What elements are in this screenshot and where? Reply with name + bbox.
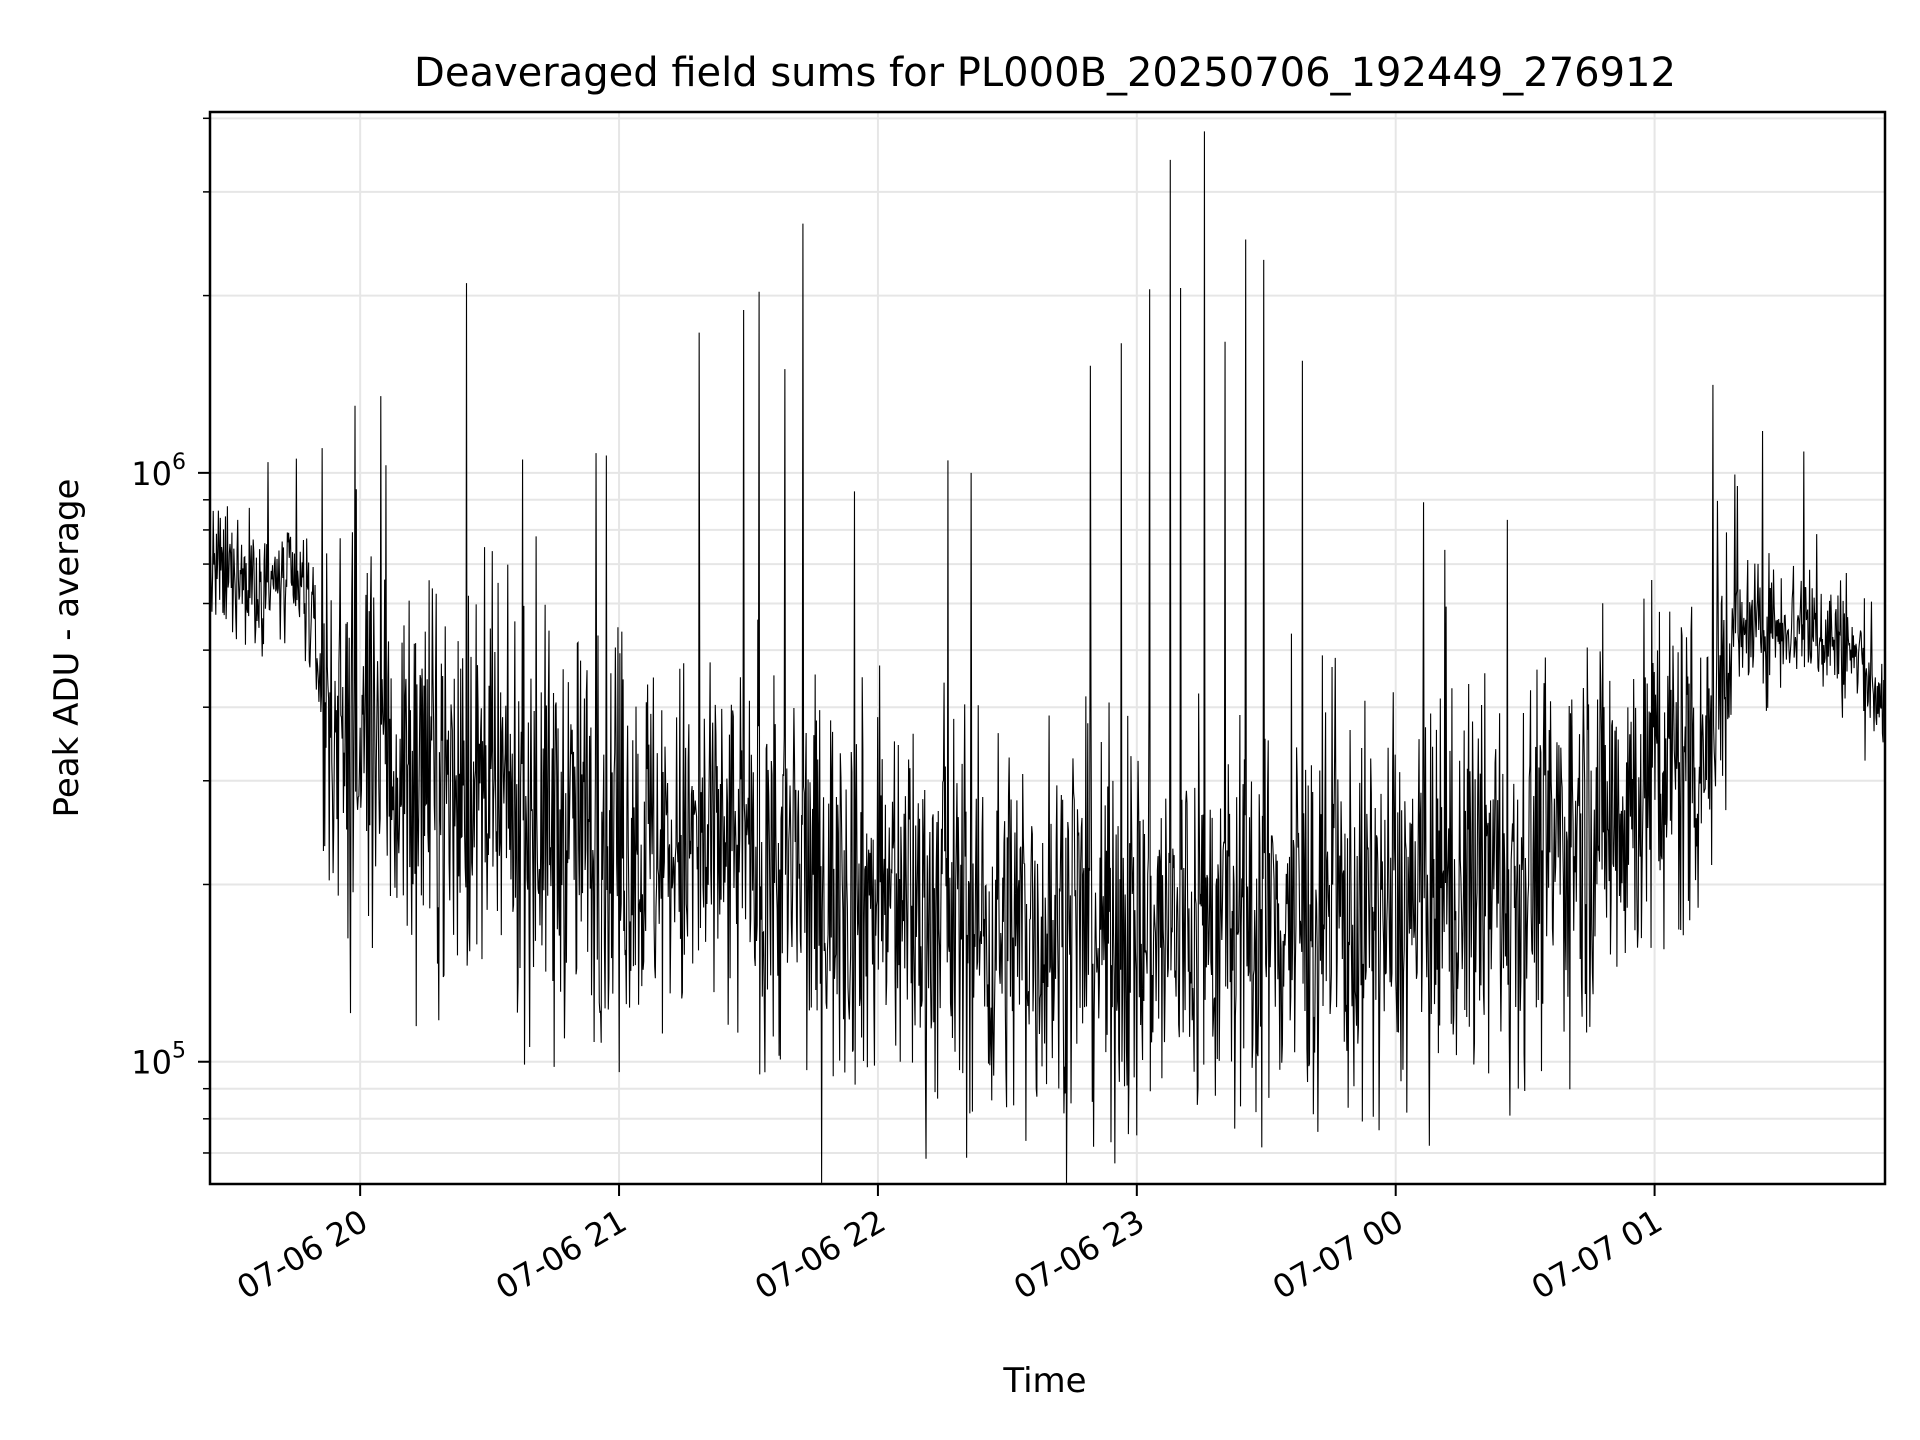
series-line bbox=[209, 131, 1886, 1185]
y-axis-label: Peak ADU - average bbox=[47, 479, 87, 818]
y-axis: 105 106 bbox=[131, 117, 210, 1154]
plot-area bbox=[208, 110, 1887, 1186]
plot-frame bbox=[208, 110, 1887, 1186]
y-tick-label: 105 bbox=[131, 1039, 186, 1082]
series-peak-adu bbox=[209, 131, 1886, 1185]
chart-title: Deaveraged field sums for PL000B_2025070… bbox=[414, 50, 1676, 96]
x-axis-label: Time bbox=[1002, 1361, 1086, 1401]
y-tick-label: 106 bbox=[131, 450, 186, 493]
